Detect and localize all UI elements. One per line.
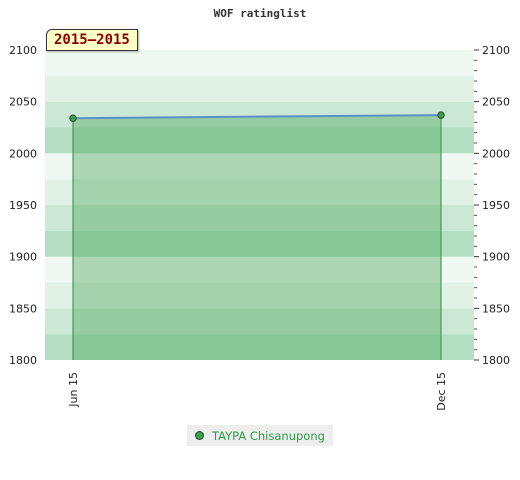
x-tick-label: Dec 15	[435, 372, 448, 411]
grid-band	[45, 153, 474, 180]
data-point	[69, 114, 77, 122]
series-area-fill	[73, 115, 441, 360]
axes: 1800 1800 1850 1850 1900 1900 1950 1950 2000 2000…	[9, 44, 510, 411]
grid-band	[45, 308, 474, 335]
grid-band	[45, 230, 474, 257]
y-tick-label-left: 1900	[9, 251, 37, 264]
y-tick-label-left: 2100	[9, 44, 37, 57]
y-tick-label-right: 2050	[482, 96, 510, 109]
chart-title: WOF ratinglist	[214, 7, 307, 20]
y-tick-label-right: 1950	[482, 199, 510, 212]
legend[interactable]: TAYPA Chisanupong	[187, 425, 333, 446]
y-tick-label-right: 1800	[482, 354, 510, 367]
series-line	[72, 114, 442, 120]
grid-band	[45, 50, 474, 76]
grid-band	[45, 127, 474, 154]
grid-band	[45, 205, 474, 231]
y-tick-label-left: 1800	[9, 354, 37, 367]
grid-band	[45, 256, 474, 283]
grid-band	[45, 282, 474, 309]
legend-label: TAYPA Chisanupong	[212, 428, 325, 443]
background-bands	[45, 50, 474, 360]
y-tick-label-left: 2050	[9, 96, 37, 109]
y-tick-label-left: 2000	[9, 147, 37, 160]
y-tick-label-right: 1900	[482, 251, 510, 264]
period-badge: 2015–2015	[46, 29, 138, 51]
x-tick-label: Jun 15	[67, 372, 80, 408]
y-tick-label-left: 1950	[9, 199, 37, 212]
grid-band	[45, 334, 474, 360]
legend-marker-icon	[195, 431, 204, 440]
grid-band	[45, 179, 474, 205]
series-area	[69, 111, 445, 360]
grid-band	[45, 75, 474, 102]
y-tick-label-right: 2100	[482, 44, 510, 57]
y-tick-label-right: 2000	[482, 147, 510, 160]
data-point	[437, 111, 445, 119]
y-tick-label-right: 1850	[482, 302, 510, 315]
y-tick-label-left: 1850	[9, 302, 37, 315]
